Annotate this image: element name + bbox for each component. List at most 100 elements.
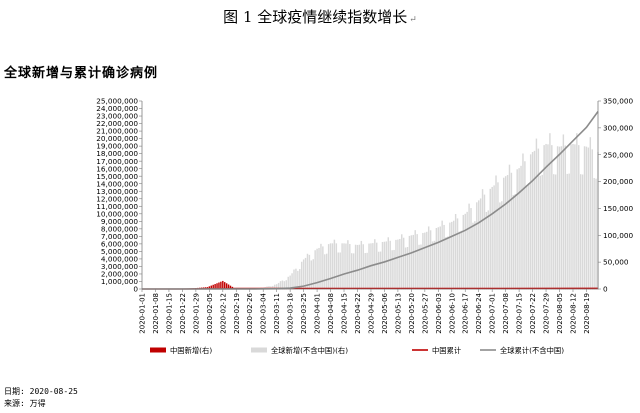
global-daily-bar xyxy=(383,241,386,289)
global-daily-bar xyxy=(454,214,457,289)
right-axis-tick-label: 300,000 xyxy=(603,123,634,132)
global-daily-bar xyxy=(518,168,520,289)
global-daily-bar xyxy=(524,161,526,289)
left-axis-tick-label: 25,000,000 xyxy=(96,97,138,106)
global-daily-bar xyxy=(387,237,389,289)
x-axis-tick-label: 2020-01-08 xyxy=(152,293,160,334)
left-axis-tick-label: 4,000,000 xyxy=(101,255,138,264)
global-daily-bar xyxy=(579,174,582,289)
legend-label: 中国累计 xyxy=(432,346,461,355)
china-daily-bar xyxy=(225,283,228,289)
x-axis-tick-label: 2020-03-04 xyxy=(260,292,268,333)
right-axis-tick-label: 200,000 xyxy=(603,177,634,186)
global-daily-bar xyxy=(310,260,313,289)
global-daily-bar xyxy=(279,281,282,289)
global-daily-bar xyxy=(377,251,380,289)
global-daily-bar xyxy=(541,174,543,289)
global-daily-bar xyxy=(331,243,334,289)
global-daily-bar xyxy=(591,149,593,289)
global-daily-bar xyxy=(587,147,590,289)
global-daily-bar xyxy=(401,234,403,289)
global-daily-bar xyxy=(416,234,418,289)
global-daily-bar xyxy=(275,284,278,289)
global-daily-bar xyxy=(358,244,361,289)
x-axis-tick-label: 2020-05-06 xyxy=(381,292,389,333)
x-axis-tick-label: 2020-02-12 xyxy=(219,293,227,334)
global-daily-bar xyxy=(545,143,547,289)
global-daily-bar xyxy=(318,247,320,289)
x-axis-tick-label: 2020-05-13 xyxy=(394,293,402,334)
global-daily-bar xyxy=(543,145,545,289)
global-daily-bar xyxy=(456,218,459,289)
global-daily-bar xyxy=(406,247,409,289)
global-daily-bar xyxy=(354,244,357,289)
global-daily-bar xyxy=(289,275,291,289)
global-daily-bar xyxy=(333,239,336,289)
china-daily-bar xyxy=(214,284,216,289)
global-daily-bar xyxy=(593,177,595,289)
global-daily-bar xyxy=(322,246,324,289)
global-daily-bar xyxy=(578,145,580,289)
x-axis-tick-label: 2020-06-24 xyxy=(475,292,483,333)
global-daily-bar xyxy=(441,220,443,289)
global-daily-bar xyxy=(308,254,311,289)
right-axis-tick-label: 50,000 xyxy=(603,258,629,267)
global-daily-bar xyxy=(362,244,364,289)
china-daily-bar xyxy=(227,284,230,289)
global-daily-bar xyxy=(412,234,415,289)
x-axis-tick-label: 2020-06-03 xyxy=(435,293,443,334)
left-axis-tick-label: 19,000,000 xyxy=(96,142,138,151)
china-daily-bar xyxy=(204,287,207,289)
global-daily-bar xyxy=(522,153,524,289)
global-daily-bar xyxy=(283,281,286,289)
x-axis-tick-label: 2020-01-01 xyxy=(139,293,147,334)
global-daily-bar xyxy=(549,133,551,289)
global-daily-bar xyxy=(410,235,413,289)
left-axis-tick-label: 9,000,000 xyxy=(101,217,138,226)
left-axis-tick-label: 17,000,000 xyxy=(96,157,138,166)
global-daily-bar xyxy=(474,221,476,289)
china-daily-bar xyxy=(220,281,222,289)
x-axis-tick-label: 2020-05-20 xyxy=(408,293,416,334)
global-daily-bar xyxy=(560,146,563,289)
global-daily-bar xyxy=(537,148,540,289)
global-daily-bar xyxy=(433,240,436,289)
footer-source-value: 万得 xyxy=(29,399,46,408)
global-daily-bar xyxy=(504,176,507,289)
global-daily-bar xyxy=(585,146,588,289)
global-daily-bar xyxy=(422,232,424,289)
global-daily-bar xyxy=(462,214,465,289)
footer-date-label: 日期: xyxy=(4,387,25,396)
x-axis-tick-label: 2020-07-08 xyxy=(502,293,510,334)
left-axis-tick-label: 11,000,000 xyxy=(96,202,138,211)
global-daily-bar xyxy=(329,243,332,289)
global-daily-bar xyxy=(595,178,597,289)
global-daily-bar xyxy=(381,241,384,289)
global-daily-bar xyxy=(349,244,351,289)
global-daily-bar xyxy=(274,284,276,289)
global-daily-bar xyxy=(452,220,455,289)
global-daily-bar xyxy=(277,282,280,289)
global-daily-bar xyxy=(512,195,515,289)
global-daily-bar xyxy=(499,202,501,289)
global-daily-bar xyxy=(485,211,488,289)
china-daily-bar xyxy=(224,282,226,289)
global-daily-bar xyxy=(556,146,559,289)
global-daily-bar xyxy=(339,252,341,289)
global-daily-bar xyxy=(266,286,268,289)
global-daily-bar xyxy=(424,232,426,289)
right-axis-tick-label: 0 xyxy=(603,285,608,294)
global-daily-bar xyxy=(304,257,307,289)
global-daily-bar xyxy=(481,189,484,289)
global-daily-bar xyxy=(551,145,553,289)
global-daily-bar xyxy=(476,202,478,289)
global-daily-bar xyxy=(299,269,301,289)
left-axis-tick-label: 22,000,000 xyxy=(96,119,138,128)
global-daily-bar xyxy=(281,280,284,289)
left-axis-tick-label: 23,000,000 xyxy=(96,112,138,121)
global-daily-bar xyxy=(526,184,528,289)
global-daily-bar xyxy=(395,239,397,289)
global-daily-bar xyxy=(306,253,309,289)
global-daily-bar xyxy=(566,173,568,289)
x-axis-tick-label: 2020-07-22 xyxy=(529,293,537,334)
